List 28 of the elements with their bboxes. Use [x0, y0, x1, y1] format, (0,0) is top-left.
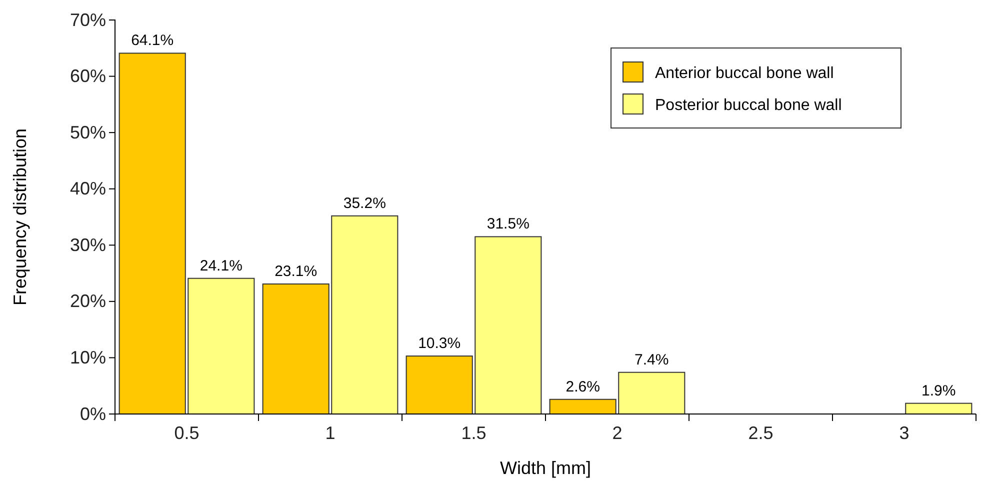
- data-label: 23.1%: [274, 262, 318, 280]
- legend-label: Anterior buccal bone wall: [655, 65, 834, 82]
- y-tick-label: 10%: [70, 347, 106, 368]
- x-tick-label: 3: [899, 422, 910, 443]
- data-label: 64.1%: [131, 32, 174, 50]
- x-tick-label: 1: [325, 422, 336, 443]
- x-tick-label: 2: [612, 422, 622, 443]
- legend-label: Posterior buccal bone wall: [655, 97, 842, 114]
- y-tick-label: 0%: [80, 404, 106, 424]
- y-tick-label: 60%: [70, 66, 106, 86]
- y-tick-label: 40%: [70, 178, 106, 199]
- bar: [905, 402, 972, 414]
- data-label: 2.6%: [566, 378, 600, 396]
- data-label: 10.3%: [418, 335, 461, 352]
- y-tick-label: 20%: [70, 291, 106, 312]
- x-tick-label: 1.5: [461, 422, 486, 443]
- data-label: 7.4%: [634, 351, 669, 368]
- x-tick-label: 0.5: [174, 422, 200, 443]
- data-label: 1.9%: [922, 382, 956, 400]
- y-tick-label: 50%: [70, 122, 106, 142]
- x-axis-title: Width [mm]: [500, 458, 592, 478]
- data-label: 35.2%: [343, 194, 386, 212]
- y-tick-label: 30%: [70, 234, 106, 255]
- y-axis-title: Frequency distribution: [10, 128, 30, 306]
- y-tick-label: 70%: [70, 10, 106, 30]
- x-tick-label: 2.5: [748, 422, 774, 443]
- data-label: 31.5%: [486, 216, 530, 233]
- data-label: 24.1%: [200, 257, 242, 274]
